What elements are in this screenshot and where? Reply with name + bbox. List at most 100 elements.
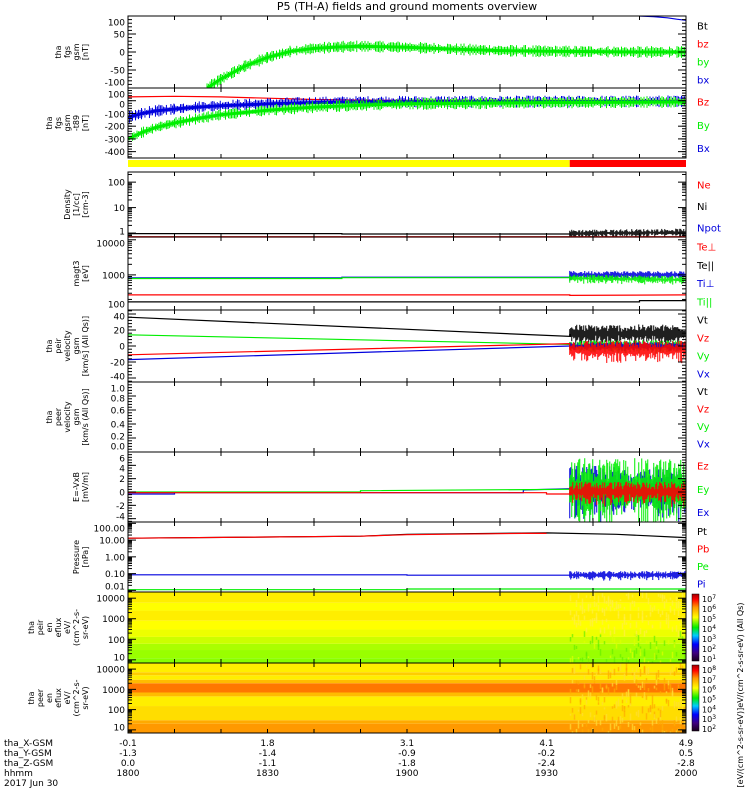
spectrogram-pixel — [569, 595, 572, 602]
spectrogram-pixel — [635, 621, 638, 628]
y-tick-label: 0.10 — [105, 570, 125, 580]
spectrogram-pixel — [573, 619, 576, 625]
panel-peer-velocity: 1.00.8 0.6 0.4 0.20.0 thapeervelocitygsm[km/… — [45, 381, 710, 453]
spectrogram-pixel — [675, 625, 678, 632]
y-axis-label-line: peer — [36, 688, 45, 707]
spectrogram-pixel — [611, 648, 614, 655]
spectrogram-pixel — [669, 597, 672, 601]
y-tick-label: -40 — [110, 373, 125, 383]
spectrogram-pixel — [581, 607, 584, 614]
series-group — [206, 16, 686, 88]
spectrogram-pixel — [653, 652, 656, 661]
spectrogram-pixel — [631, 652, 634, 659]
spectrogram-band — [128, 706, 686, 721]
spectrogram-pixel — [603, 697, 606, 703]
spectrogram-pixel — [607, 731, 610, 733]
spectrogram-pixel — [571, 667, 574, 673]
spectrogram-pixel — [651, 607, 654, 613]
spectrogram-pixel — [595, 694, 598, 701]
spectrogram-pixel — [677, 701, 680, 709]
spectrogram-pixel — [581, 724, 584, 727]
spectrogram-pixel — [637, 710, 640, 718]
spectrogram-pixel — [593, 592, 596, 600]
spectrogram-pixel — [593, 618, 596, 621]
spectrogram-pixel — [585, 697, 588, 705]
spectrogram-pixel — [625, 699, 628, 703]
x-axis-tick-value: 0.5 — [679, 749, 693, 759]
y-tick-label: 0.01 — [105, 583, 125, 593]
spectrogram-pixel — [645, 713, 648, 720]
spectrogram-pixel — [611, 683, 614, 687]
spectrogram-pixel — [665, 729, 668, 733]
y-tick-label: 0 — [119, 49, 125, 59]
spectrogram-pixel — [605, 607, 608, 611]
y-axis-label-line: E=-VxB — [72, 472, 81, 502]
spectrogram-pixel — [637, 612, 640, 619]
x-axis-tick-value: 4.1 — [539, 739, 553, 749]
spectrogram-pixel — [595, 673, 598, 676]
spectrogram-pixel — [661, 705, 664, 711]
spectrogram-pixel — [655, 672, 658, 681]
spectrogram-pixel — [653, 635, 656, 643]
legend-entry: Pi — [697, 580, 706, 591]
spectrogram-pixel — [683, 650, 686, 654]
spectrogram-pixel — [605, 659, 608, 662]
panel-peir-spec: 10000 1000 100 10 thapeirenefluxeV/(cm^2-s-s… — [27, 591, 687, 664]
spectrogram-pixel — [653, 605, 656, 610]
spectrogram-pixel — [603, 596, 606, 604]
spectrogram-pixel — [587, 658, 590, 663]
spectrogram-pixel — [577, 622, 580, 626]
spectrogram-pixel — [671, 728, 674, 733]
y-tick-label: 0.8 — [111, 395, 126, 405]
series-line-Bt — [639, 16, 686, 21]
colorbar-tick-exponent: 8 — [712, 665, 716, 672]
spectrogram-pixel — [645, 630, 648, 634]
spectrogram-pixel — [657, 608, 660, 614]
spectrogram-pixel — [639, 638, 642, 642]
spectrogram-band — [128, 692, 686, 697]
spectrogram-pixel — [623, 606, 626, 610]
legend-entry: Te|| — [696, 261, 714, 272]
spectrogram-pixel — [641, 681, 644, 688]
spectrogram-pixel — [647, 597, 650, 605]
spectrogram-pixel — [613, 668, 616, 676]
spectrogram-pixel — [671, 687, 674, 696]
spectrogram-pixel — [619, 639, 622, 645]
legend-entry: By — [697, 121, 710, 132]
colorbar-tick-exponent: 2 — [712, 724, 716, 731]
spectrogram-pixel — [621, 693, 624, 700]
spectrogram-pixel — [637, 642, 640, 647]
spectrogram-pixel — [639, 628, 642, 635]
spectrogram-pixel — [673, 642, 676, 645]
spectrogram-pixel — [663, 731, 666, 733]
spectrogram-pixel — [581, 713, 584, 717]
y-tick-label: -4 — [116, 513, 125, 523]
spectrogram-pixel — [569, 657, 572, 663]
spectrogram-pixel — [589, 712, 592, 718]
spectrogram-pixel — [645, 677, 648, 682]
spectrogram-pixel — [587, 669, 590, 675]
spectrogram-pixel — [673, 608, 676, 616]
spectrogram-pixel — [613, 607, 616, 612]
spectrogram-pixel — [619, 654, 622, 658]
spectrogram-band — [128, 663, 686, 673]
y-tick-label: 40 — [114, 313, 126, 323]
spectrogram-pixel — [583, 640, 586, 644]
spectrogram-pixel — [661, 594, 664, 602]
x-axis-tick-value: 1800 — [117, 769, 140, 779]
x-axis-tick-value: -0.1 — [119, 739, 137, 749]
legend-entry: Vy — [697, 422, 710, 433]
y-axis-label-line: eV/ — [63, 621, 72, 634]
spectrogram-pixel — [575, 610, 578, 617]
y-tick-label: -50 — [110, 67, 125, 77]
spectrogram-pixel — [619, 599, 622, 602]
spectrogram-pixel — [609, 605, 612, 612]
spectrogram-pixel — [635, 666, 638, 673]
y-tick-label: 0 — [119, 101, 125, 111]
spectrogram-pixel — [659, 594, 662, 598]
spectrogram-pixel — [651, 660, 654, 663]
y-axis-label-line: tha — [45, 410, 54, 423]
panel-peir-velocity: 40 20 0 -20 -40 thapeirvelocitygsm[km/s] (All… — [45, 309, 710, 383]
spectrogram-pixel — [603, 641, 606, 645]
spectrogram-pixel — [635, 679, 638, 686]
